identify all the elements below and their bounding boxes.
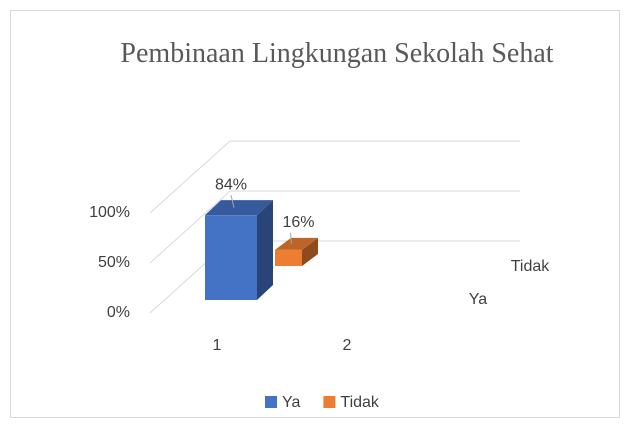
- depth-axis-label: Ya: [469, 291, 487, 308]
- y-tick-label: 0%: [107, 304, 130, 321]
- depth-axis-label: Tidak: [511, 258, 551, 275]
- grid-line: [149, 190, 520, 264]
- legend-label: Ya: [282, 394, 300, 411]
- chart-title: Pembinaan Lingkungan Sekolah Sehat: [120, 38, 554, 69]
- y-tick-label: 100%: [89, 204, 130, 221]
- leader-line: [290, 232, 292, 244]
- legend-label: Tidak: [340, 394, 380, 411]
- y-tick-label: 50%: [98, 254, 130, 271]
- data-label: 84%: [215, 176, 247, 193]
- bar-side: [302, 237, 318, 266]
- chart-border: [10, 10, 620, 418]
- data-label: 16%: [282, 214, 314, 231]
- leader-line: [230, 195, 235, 208]
- bar-top: [205, 200, 273, 216]
- legend-swatch: [265, 396, 277, 408]
- x-tick-label: 2: [343, 337, 352, 354]
- bar: [205, 215, 257, 300]
- grid-line: [149, 140, 520, 214]
- x-tick-label: 1: [213, 337, 222, 354]
- legend-swatch: [323, 396, 336, 408]
- bar-top: [275, 237, 318, 250]
- bar: [275, 249, 302, 266]
- bar-side: [257, 200, 273, 300]
